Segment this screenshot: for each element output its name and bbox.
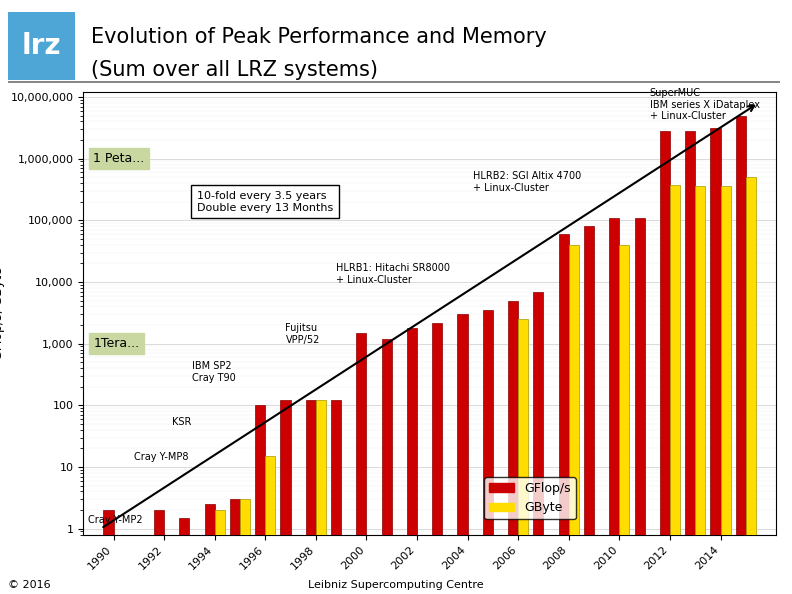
Bar [382,339,392,594]
Text: 1Tera...: 1Tera... [93,337,139,350]
Text: HLRB1: Hitachi SR8000
+ Linux-Cluster: HLRB1: Hitachi SR8000 + Linux-Cluster [336,263,450,285]
Bar [533,292,543,594]
Bar [508,301,518,594]
Text: 1 Peta...: 1 Peta... [93,152,144,165]
Bar [432,323,442,594]
Bar [746,177,756,594]
Legend: GFlop/s, GByte: GFlop/s, GByte [484,477,576,520]
Bar [458,314,467,594]
Text: Cray Y-MP8: Cray Y-MP8 [134,452,188,462]
Bar [240,499,250,594]
Bar [255,405,265,594]
Text: Evolution of Peak Performance and Memory: Evolution of Peak Performance and Memory [91,27,546,47]
Text: SuperMUC
IBM series X iDataplex
+ Linux-Cluster: SuperMUC IBM series X iDataplex + Linux-… [649,89,760,122]
Text: (Sum over all LRZ systems): (Sum over all LRZ systems) [91,60,378,80]
Bar [316,400,326,594]
Bar [280,400,291,594]
Bar [721,186,731,594]
Text: Leibniz Supercomputing Centre: Leibniz Supercomputing Centre [308,580,484,590]
Bar [619,245,630,594]
Bar [154,510,164,594]
Text: HLRB2: SGI Altix 4700
+ Linux-Cluster: HLRB2: SGI Altix 4700 + Linux-Cluster [473,171,581,192]
Bar [660,131,670,594]
Bar [331,400,341,594]
Bar [569,245,579,594]
Bar [670,185,680,594]
Text: Fujitsu
VPP/52: Fujitsu VPP/52 [285,323,320,345]
Bar [407,328,417,594]
Bar [558,234,569,594]
Text: KSR: KSR [172,416,191,426]
Bar [356,333,367,594]
Bar [306,400,316,594]
Text: IBM SP2
Cray T90: IBM SP2 Cray T90 [192,361,236,383]
Bar [179,518,189,594]
Bar [483,310,493,594]
Text: 10-fold every 3.5 years
Double every 13 Months: 10-fold every 3.5 years Double every 13 … [197,191,333,213]
Bar [609,218,619,594]
Bar [230,499,240,594]
Bar [736,115,746,594]
Bar [215,510,225,594]
Bar [204,504,215,594]
Bar [104,510,113,594]
Bar [710,128,721,594]
Text: Cray Y-MP2: Cray Y-MP2 [88,515,143,525]
Bar [584,226,594,594]
Bar [695,186,706,594]
Bar [634,218,645,594]
Bar [265,456,276,594]
Text: lrz: lrz [21,32,62,60]
Bar [518,319,528,594]
Bar [685,131,695,594]
Y-axis label: GFlop/s, GByte: GFlop/s, GByte [0,267,5,360]
Text: © 2016: © 2016 [8,580,51,590]
